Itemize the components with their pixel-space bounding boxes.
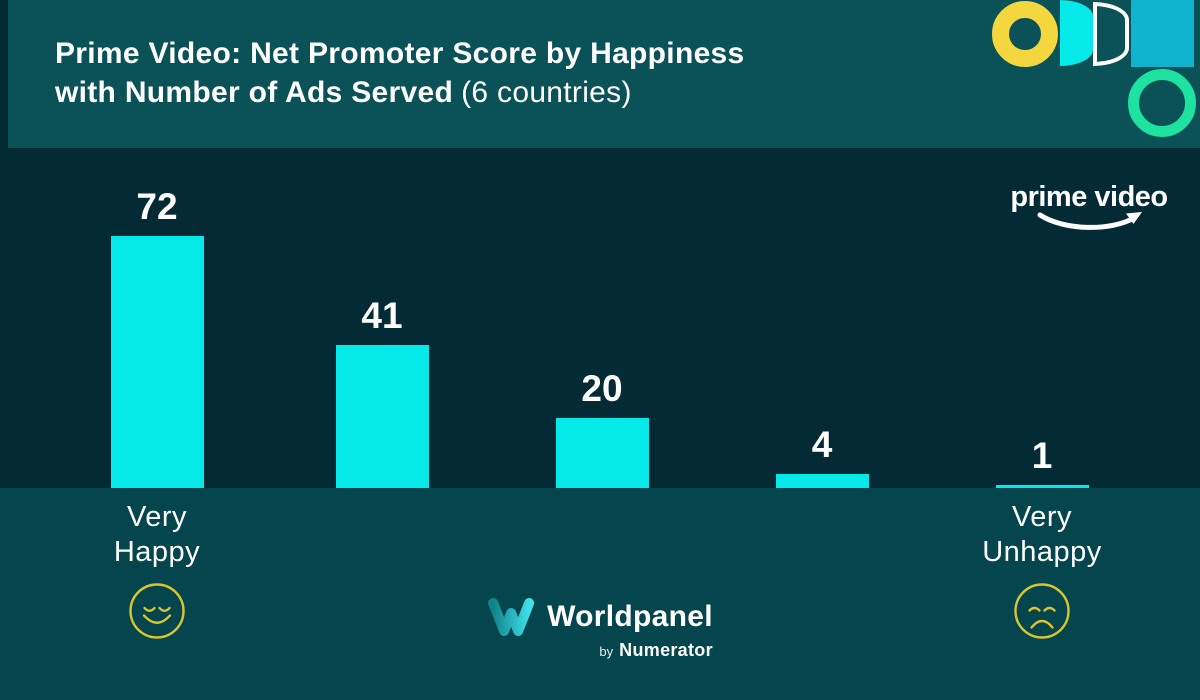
bar-value-label: 20 (581, 368, 623, 409)
prime-video-logo: prime video (1010, 182, 1168, 236)
prime-video-logo-text: prime video (1010, 181, 1168, 213)
axis-label-line: Very (1011, 501, 1073, 533)
worldpanel-byline: by Numerator (599, 640, 712, 661)
worldpanel-w-icon (488, 598, 535, 636)
bar (995, 484, 1089, 488)
title-line-1: Prime Video: Net Promoter Score by Happi… (55, 37, 745, 70)
worldpanel-logo-text: Worldpanel (547, 600, 713, 633)
decor-cyan-square-icon (1131, 0, 1194, 67)
title-line-2-bold: with Number of Ads Served (55, 76, 454, 109)
bar (110, 236, 204, 488)
bar (775, 474, 869, 488)
bar-value-label: 4 (811, 424, 833, 465)
bar-column: 41 (335, 294, 429, 488)
axis-label-line: Very (126, 501, 188, 533)
happy-face-icon (129, 583, 185, 639)
amazon-smile-arrow-icon (1037, 212, 1142, 230)
x-axis-label-very-happy: Very Happy (47, 500, 267, 570)
sad-face-icon (1014, 583, 1070, 639)
decor-green-ring-icon (1128, 69, 1196, 137)
bar-column: 1 (995, 434, 1089, 488)
bar-column: 4 (775, 424, 869, 488)
axis-label-line: Happy (113, 536, 201, 568)
x-axis-label-very-unhappy: Very Unhappy (932, 500, 1152, 570)
title-line-2: with Number of Ads Served (6 countries) (55, 73, 745, 112)
bar-value-label: 72 (136, 186, 178, 227)
page-title: Prime Video: Net Promoter Score by Happi… (55, 34, 745, 112)
bar-value-label: 41 (361, 294, 403, 336)
byline-numerator: Numerator (619, 640, 713, 660)
bar-column: 72 (110, 186, 204, 488)
bar (335, 344, 429, 488)
bar-column: 20 (555, 368, 649, 488)
bar-value-label: 1 (1031, 434, 1053, 476)
bottom-band: Very Happy Very Unhappy (0, 488, 1200, 700)
bar (555, 418, 649, 488)
decor-white-halfcircle-outline-icon (1093, 2, 1129, 66)
worldpanel-logo: Worldpanel by Numerator (487, 596, 713, 661)
axis-label-line: Unhappy (982, 536, 1102, 568)
decor-yellow-ring-icon (992, 1, 1058, 67)
bar-chart: 72 41 20 4 1 (0, 148, 1200, 488)
decor-cyan-halfcircle-icon (1060, 0, 1093, 66)
byline-by: by (599, 644, 614, 659)
title-line-2-regular: (6 countries) (461, 76, 632, 109)
